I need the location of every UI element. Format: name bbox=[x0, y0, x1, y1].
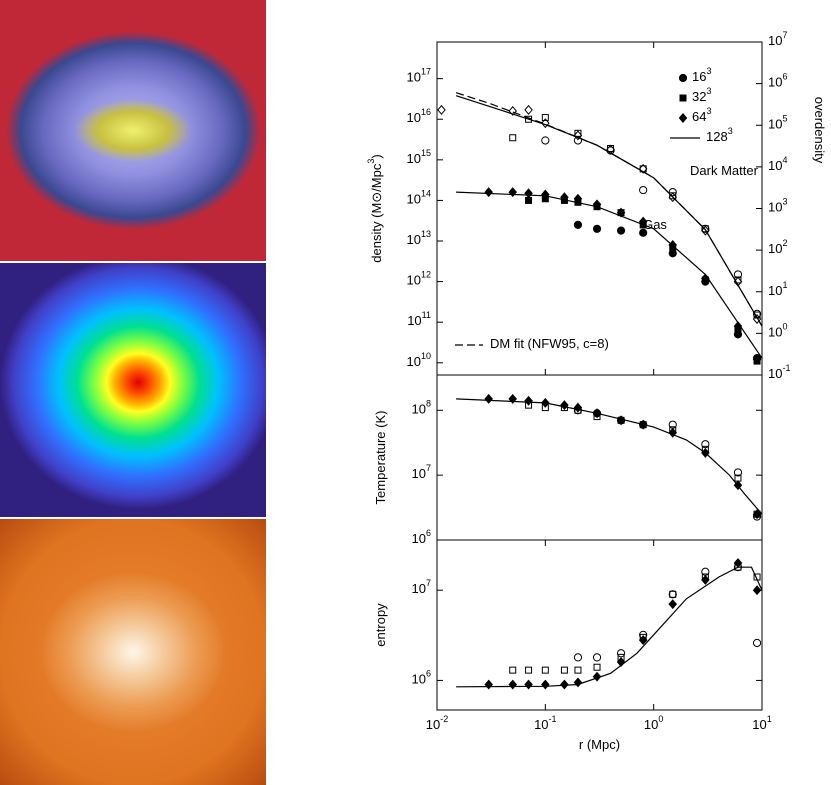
data-point bbox=[669, 600, 676, 608]
y-tick-label: 1012 bbox=[407, 270, 431, 288]
data-point bbox=[640, 229, 647, 236]
data-point bbox=[542, 137, 549, 144]
y2-tick-label: 107 bbox=[768, 30, 787, 48]
data-point bbox=[574, 678, 581, 686]
y2-tick-label: 104 bbox=[768, 155, 787, 173]
legend-label: DM fit (NFW95, c=8) bbox=[490, 336, 609, 351]
data-point bbox=[575, 667, 581, 673]
y-tick-label: 1011 bbox=[407, 311, 431, 329]
data-point bbox=[593, 654, 600, 661]
y-tick-label: 106 bbox=[412, 669, 431, 687]
legend-marker bbox=[679, 74, 686, 81]
legend-label: 643 bbox=[692, 106, 711, 124]
data-point bbox=[525, 189, 532, 197]
y-tick-label: 1015 bbox=[407, 148, 431, 166]
x-axis-label: r (Mpc) bbox=[579, 737, 620, 752]
data-point bbox=[574, 221, 581, 228]
legend-label: 1283 bbox=[706, 126, 733, 144]
y-tick-label: 1016 bbox=[407, 108, 431, 126]
page: 1010 1011 1012 1013 1014 1015 1016 1017 10-1 100 1… bbox=[0, 0, 831, 785]
x-tick-label: 10-1 bbox=[534, 714, 556, 732]
y-axis-label: density (M⊙/Mpc3) bbox=[366, 154, 384, 262]
y-tick-label: 1017 bbox=[407, 67, 431, 85]
legend-marker bbox=[679, 114, 686, 122]
y-axis-label: entropy bbox=[373, 603, 388, 647]
data-point bbox=[485, 188, 492, 196]
legend-label: 163 bbox=[692, 66, 711, 84]
data-point bbox=[617, 227, 624, 234]
x-tick-label: 10-2 bbox=[426, 714, 448, 732]
y2-tick-label: 10-1 bbox=[768, 363, 790, 381]
data-point bbox=[485, 395, 492, 403]
y-tick-label: 106 bbox=[412, 528, 431, 546]
data-point bbox=[438, 106, 445, 114]
data-point bbox=[594, 664, 600, 670]
data-point bbox=[561, 667, 567, 673]
data-point bbox=[526, 667, 532, 673]
y-axis-label: Temperature (K) bbox=[373, 411, 388, 505]
data-point bbox=[574, 654, 581, 661]
data-point bbox=[753, 639, 760, 646]
annotation: Dark Matter bbox=[690, 163, 759, 178]
y2-axis-label: overdensity bbox=[812, 97, 827, 164]
series-line bbox=[456, 192, 762, 358]
data-point bbox=[485, 680, 492, 688]
data-point bbox=[526, 197, 532, 203]
y-tick-label: 107 bbox=[412, 579, 431, 597]
x-tick-label: 101 bbox=[752, 714, 771, 732]
legend-label: 323 bbox=[692, 86, 711, 104]
data-point bbox=[753, 586, 760, 594]
data-point bbox=[542, 680, 549, 688]
data-point bbox=[670, 591, 676, 597]
y2-tick-label: 101 bbox=[768, 280, 787, 298]
y2-tick-label: 106 bbox=[768, 72, 787, 90]
x-tick-label: 100 bbox=[644, 714, 663, 732]
data-point bbox=[640, 186, 647, 193]
data-point bbox=[593, 225, 600, 232]
y2-tick-label: 103 bbox=[768, 197, 787, 215]
series-line bbox=[456, 567, 762, 687]
data-point bbox=[510, 135, 516, 141]
series-line bbox=[456, 399, 762, 514]
data-point bbox=[525, 680, 532, 688]
y-tick-label: 1013 bbox=[407, 229, 431, 247]
y-tick-label: 108 bbox=[412, 399, 431, 417]
y-tick-label: 1010 bbox=[407, 351, 431, 369]
y2-tick-label: 105 bbox=[768, 114, 787, 132]
y-tick-label: 1014 bbox=[407, 189, 431, 207]
y2-tick-label: 100 bbox=[768, 322, 787, 340]
chart: 1010 1011 1012 1013 1014 1015 1016 1017 10-1 100 1… bbox=[0, 0, 831, 785]
data-point bbox=[525, 106, 532, 114]
data-point bbox=[509, 680, 516, 688]
legend-marker bbox=[680, 95, 686, 101]
y2-tick-label: 102 bbox=[768, 239, 787, 257]
y-tick-label: 107 bbox=[412, 464, 431, 482]
data-point bbox=[542, 667, 548, 673]
data-point bbox=[510, 667, 516, 673]
